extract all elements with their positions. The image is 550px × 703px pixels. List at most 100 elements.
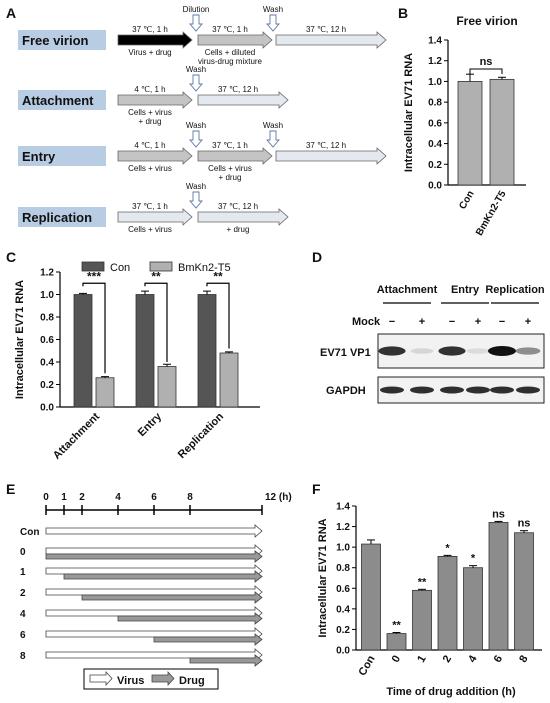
gapdh-band — [380, 386, 404, 394]
step-description: Cells + diluted — [205, 48, 255, 57]
step-condition: 37 ℃, 1 h — [212, 141, 248, 150]
wash-down-arrow-icon — [189, 14, 203, 32]
step-condition: 4 ℃, 1 h — [134, 85, 165, 94]
wash-down-arrow-icon — [266, 130, 280, 148]
protocol-step-arrow — [197, 31, 273, 49]
timeline-tick-label: 1 — [61, 492, 67, 503]
y-axis-label: Intracellular EV71 RNA — [403, 53, 415, 172]
protocol-step-arrow — [197, 208, 289, 226]
bar — [489, 78, 515, 186]
y-tick-label: 0.2 — [428, 160, 442, 171]
y-tick-label: 1.4 — [428, 36, 442, 47]
legend-drug-label: Drug — [179, 675, 205, 687]
significance-label: ns — [492, 508, 505, 520]
x-axis-label: Time of drug addition (h) — [386, 686, 516, 698]
x-tick-label: 8 — [517, 654, 530, 665]
y-tick-label: 1.0 — [336, 543, 350, 554]
virus-arrow — [45, 524, 263, 538]
panel-a-protocol-diagram: Free virion 37 ℃, 1 h Virus + drug 37 ℃, 1 … — [18, 5, 387, 234]
row-label-box — [18, 30, 106, 50]
y-tick-label: 0.0 — [336, 646, 350, 657]
drug-arrow — [81, 591, 263, 604]
x-tick-label: 1 — [415, 654, 428, 665]
bar — [361, 543, 381, 651]
x-tick-label: 6 — [492, 654, 505, 665]
vp1-band — [410, 348, 434, 354]
protocol-step-arrow — [117, 208, 193, 226]
legend-label: BmKn2-T5 — [178, 262, 231, 274]
step-marker-label: Wash — [186, 121, 206, 130]
bar — [95, 377, 115, 408]
bar — [412, 589, 432, 651]
step-description-line2: virus-drug mixture — [198, 57, 263, 66]
gapdh-band — [516, 386, 540, 394]
y-tick-label: 0.0 — [40, 403, 54, 414]
wash-down-arrow-icon — [189, 74, 203, 92]
wash-down-arrow-icon — [189, 191, 203, 209]
step-condition: 37 ℃, 1 h — [212, 25, 248, 34]
timeline-row-label: 2 — [20, 588, 26, 599]
x-tick-label: Replication — [176, 410, 227, 461]
row-label-box — [18, 207, 106, 227]
blot-label-gapdh: GAPDH — [326, 385, 366, 397]
gapdh-band — [490, 386, 514, 394]
protocol-step-arrow — [117, 147, 193, 165]
timeline-row-label: 8 — [20, 651, 26, 662]
step-condition: 37 ℃, 1 h — [132, 202, 168, 211]
y-tick-label: 1.2 — [428, 56, 442, 67]
panel-b-chart: Free virion 0.0 0.2 0.4 0.6 0.8 1.0 1.2 1.4 Intra… — [403, 14, 526, 238]
bar — [157, 366, 177, 408]
lane-sign: − — [499, 316, 505, 328]
protocol-step-arrow — [197, 147, 273, 165]
timeline-tick-label: 0 — [43, 492, 49, 503]
timeline-row-label: 0 — [20, 547, 26, 558]
step-description: Cells + virus — [128, 225, 172, 234]
y-tick-label: 0.4 — [336, 604, 350, 615]
step-marker-label: Wash — [263, 5, 283, 14]
protocol-step-arrow — [117, 91, 193, 109]
drug-arrow — [189, 654, 263, 667]
step-condition: 37 ℃, 12 h — [306, 25, 346, 34]
panel-e-timeline: 0 1 2 4 6 8 12 (h) Con 0 1 2 4 6 8 Virus Drug — [20, 492, 292, 690]
significance-bracket — [144, 282, 168, 362]
chart-title: Free virion — [456, 14, 517, 28]
bar — [457, 81, 483, 186]
y-tick-label: 0.0 — [428, 181, 442, 192]
y-tick-label: 0.6 — [336, 584, 350, 595]
legend-label: Con — [110, 262, 130, 274]
bar — [514, 532, 534, 651]
x-tick-label: Con — [457, 189, 476, 211]
step-marker-label: Dilution — [183, 5, 210, 14]
timeline-tick-label: 8 — [187, 492, 193, 503]
lane-sign: − — [449, 316, 455, 328]
y-tick-label: 0.2 — [336, 625, 350, 636]
bar — [386, 633, 407, 651]
x-tick-label: BmKn2-T5 — [474, 189, 509, 238]
legend-virus-arrow — [89, 670, 113, 687]
bar — [197, 294, 217, 408]
x-tick-label: Con — [357, 653, 378, 678]
vp1-band — [466, 348, 490, 354]
step-description: Cells + virus — [208, 164, 252, 173]
drug-arrow — [63, 570, 263, 583]
legend-virus-label: Virus — [117, 675, 144, 687]
lane-sign: + — [525, 316, 531, 328]
x-tick-label: 2 — [441, 654, 454, 665]
significance-bracket — [82, 282, 106, 374]
gapdh-band — [410, 386, 434, 394]
timeline-row-label: 1 — [20, 567, 26, 578]
lane-sign: + — [419, 316, 425, 328]
step-marker-label: Wash — [186, 182, 206, 191]
y-tick-label: 1.0 — [428, 77, 442, 88]
row-label-box — [18, 90, 106, 110]
y-tick-label: 0.4 — [40, 358, 54, 369]
timeline-row-label: 6 — [20, 630, 26, 641]
step-description: Cells + virus — [128, 164, 172, 173]
timeline-tick-label: 2 — [79, 492, 85, 503]
panel-letter-e: E — [6, 481, 15, 497]
step-description: + drug — [227, 225, 250, 234]
y-tick-label: 1.0 — [40, 290, 54, 301]
step-condition: 37 ℃, 12 h — [218, 85, 258, 94]
